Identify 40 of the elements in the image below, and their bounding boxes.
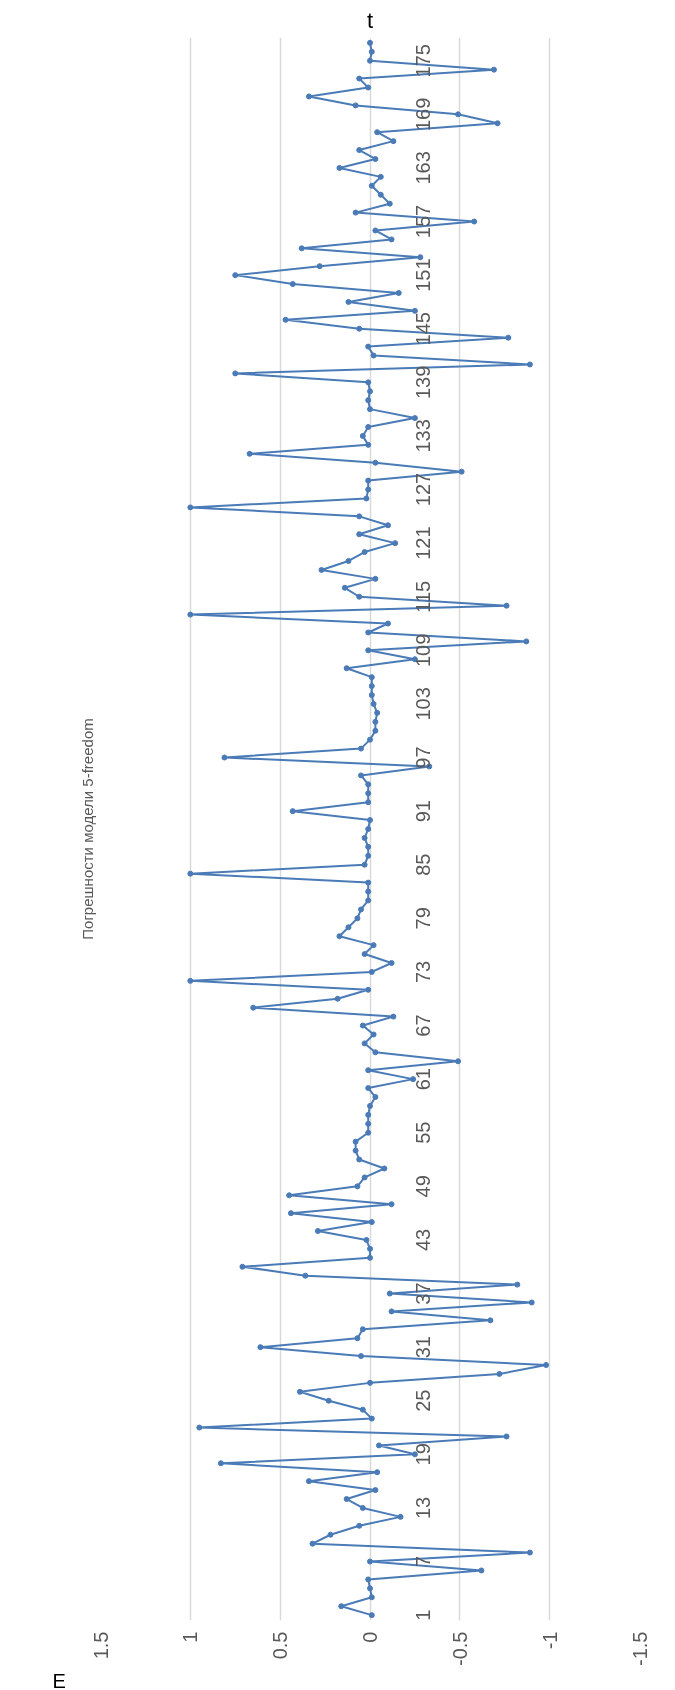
y-tick-label: 157 <box>412 204 434 239</box>
y-tick-label: 79 <box>412 907 434 930</box>
y-tick-label: 7 <box>412 1555 434 1568</box>
y-tick-label: 115 <box>412 580 434 613</box>
x-tick-label: -1 <box>538 1631 561 1650</box>
y-tick-label: 55 <box>412 1121 434 1144</box>
x-tick-label: 1.5 <box>89 1631 112 1660</box>
y-tick-label: 103 <box>412 687 434 721</box>
y-tick-label: 13 <box>412 1496 434 1520</box>
y-tick-label: 139 <box>412 365 434 400</box>
y-tick-label: 19 <box>412 1443 434 1466</box>
y-tick-label: 61 <box>412 1068 434 1091</box>
y-tick-label: 37 <box>412 1282 434 1305</box>
text: Погрешности модели 5-freedom <box>78 718 96 940</box>
y-tick-label: 109 <box>412 633 434 668</box>
y-tick-label: 121 <box>412 526 434 560</box>
y-tick-label: 169 <box>412 97 434 132</box>
y-axis-title: t <box>366 7 374 33</box>
y-tick-label: 163 <box>412 151 434 185</box>
y-tick-label: 91 <box>412 800 434 823</box>
y-tick-label: 151 <box>412 258 434 292</box>
y-tick-label: 133 <box>412 419 434 453</box>
y-tick-label: 49 <box>412 1175 434 1198</box>
x-tick-label: 0 <box>359 1631 381 1643</box>
y-tick-label: 85 <box>412 853 434 876</box>
y-tick-label: 175 <box>412 44 434 78</box>
y-tick-label: 97 <box>412 746 434 769</box>
y-tick-label: 31 <box>412 1336 434 1359</box>
y-tick-label: 43 <box>412 1228 434 1252</box>
y-tick-label: 25 <box>412 1389 434 1412</box>
y-tick-label: 1 <box>412 1609 434 1621</box>
y-tick-label: 127 <box>412 472 434 507</box>
y-tick-label: 73 <box>412 960 434 984</box>
x-tick-label: 0.5 <box>269 1631 292 1660</box>
x-tick-label: -1.5 <box>628 1631 651 1666</box>
x-tick-label: -0.5 <box>448 1631 471 1666</box>
y-tick-label: 67 <box>412 1014 434 1037</box>
y-tick-label: 145 <box>412 312 434 346</box>
x-axis-title: E <box>52 1669 66 1690</box>
x-tick-label: 1 <box>179 1631 202 1643</box>
